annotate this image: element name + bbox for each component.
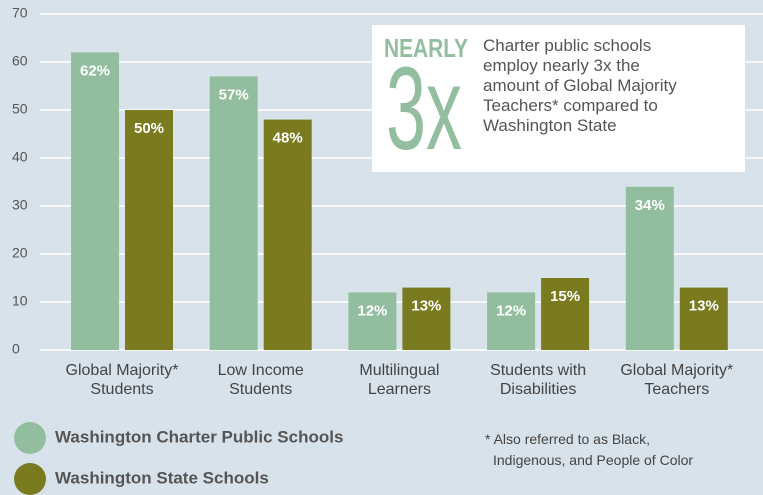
bar	[263, 119, 312, 350]
y-tick-label: 70	[12, 5, 28, 21]
y-tick-label: 10	[12, 293, 28, 309]
bar	[402, 287, 451, 350]
bar	[125, 110, 173, 350]
x-tick-label: Multilingual Learners	[359, 362, 439, 398]
legend-label: Washington Charter Public Schools	[55, 427, 343, 446]
legend-swatch	[14, 422, 46, 454]
legend-swatch	[14, 463, 46, 495]
y-tick-label: 20	[12, 245, 28, 261]
value-label: 13%	[411, 298, 441, 315]
x-tick-label: Low Income Students	[218, 362, 304, 398]
callout-box	[372, 25, 745, 172]
value-label: 12%	[496, 302, 526, 319]
y-tick-label: 0	[12, 341, 20, 357]
callout-big: 3x	[386, 43, 462, 175]
bar	[487, 292, 536, 350]
y-tick-label: 50	[12, 101, 28, 117]
bar	[541, 278, 590, 350]
value-label: 57%	[219, 86, 249, 103]
footnote: * Also referred to as Black, Indigenous, …	[485, 431, 693, 468]
y-tick-label: 40	[12, 149, 28, 165]
value-label: 13%	[689, 298, 719, 315]
bar	[348, 292, 397, 350]
callout-kicker: NEARLY	[384, 33, 468, 63]
bar	[209, 76, 258, 351]
legend-label: Washington State Schools	[55, 468, 269, 487]
value-label: 15%	[550, 288, 580, 305]
y-tick-label: 60	[12, 53, 28, 69]
bar	[625, 186, 674, 350]
bar	[679, 287, 728, 350]
value-label: 34%	[635, 197, 665, 214]
x-tick-label: Global Majority* Teachers	[620, 362, 733, 398]
value-label: 62%	[80, 62, 110, 79]
bar	[71, 52, 119, 351]
y-tick-label: 30	[12, 197, 28, 213]
value-label: 50%	[134, 120, 164, 137]
value-label: 48%	[273, 130, 303, 147]
value-label: 12%	[357, 302, 387, 319]
callout-text: Charter public schools employ nearly 3x t…	[483, 36, 677, 135]
x-tick-label: Students with Disabilities	[490, 362, 586, 398]
x-tick-label: Global Majority* Students	[66, 362, 179, 398]
